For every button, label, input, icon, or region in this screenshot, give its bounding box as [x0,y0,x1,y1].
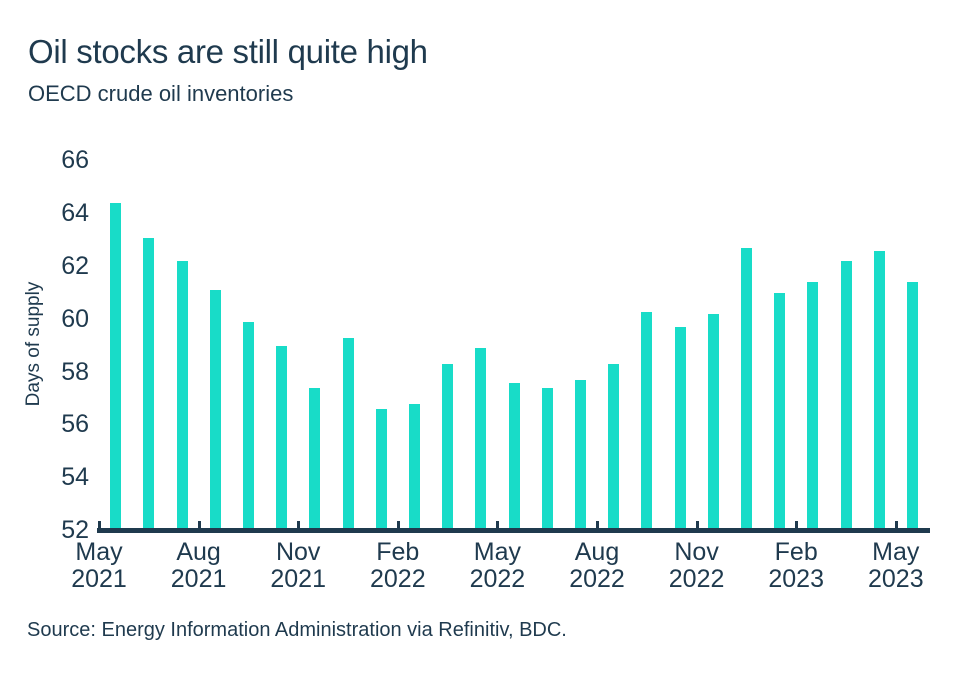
x-tick-mark [98,521,101,528]
bar-dec-2022 [740,248,752,528]
bar-may-2021 [110,203,122,528]
x-tick-mark [894,521,898,528]
bar-jul-2022 [574,380,586,528]
x-tick-label-may-2023: May 2023 [867,538,924,593]
y-tick-label: 52 [61,516,89,544]
bar-jul-2021 [176,261,188,528]
source-note: Source: Energy Information Administratio… [27,619,567,641]
x-axis-line [97,528,930,533]
x-tick-mark [297,521,301,528]
x-tick-mark [596,521,599,528]
x-tick-label-aug-2022: Aug 2022 [569,538,625,593]
bar-oct-2022 [674,327,686,528]
bar-jun-2021 [143,237,155,528]
chart-subtitle: OECD crude oil inventories [28,81,294,106]
bar-jan-2022 [375,409,387,528]
chart-title: Oil stocks are still quite high [28,33,428,70]
x-tick-mark [396,521,400,528]
bar-aug-2021 [209,290,221,528]
bar-jan-2023 [774,293,786,528]
bar-jun-2022 [541,388,553,528]
x-tick-mark [197,521,201,528]
bar-feb-2022 [408,403,420,528]
bar-may-2023 [906,282,918,528]
bar-sep-2021 [242,322,254,528]
x-tick-label-nov-2022: Nov 2022 [668,538,725,593]
x-tick-mark [695,521,699,528]
x-tick-label-nov-2021: Nov 2021 [270,538,326,593]
y-tick-label: 64 [61,199,89,228]
x-tick-label-aug-2021: Aug 2021 [170,538,227,593]
y-tick-label: 62 [61,252,89,280]
bar-feb-2023 [807,282,819,528]
bar-apr-2023 [873,250,885,528]
x-tick-mark [795,521,799,528]
bar-aug-2022 [608,364,620,528]
x-tick-label-feb-2022: Feb 2022 [369,538,426,593]
x-tick-label-may-2022: May 2022 [469,538,526,593]
x-tick-label-feb-2023: Feb 2023 [768,538,824,593]
bar-nov-2022 [707,314,719,528]
y-tick-label: 54 [61,463,89,492]
x-tick-mark [496,521,500,528]
y-tick-label: 56 [61,410,89,439]
bar-apr-2022 [475,348,487,528]
x-tick-label-may-2021: May 2021 [71,538,127,593]
y-axis-title: Days of supply [23,281,44,407]
y-tick-label: 58 [61,357,89,386]
bar-mar-2022 [442,364,454,528]
bar-sep-2022 [641,311,653,528]
bar-dec-2021 [342,337,354,528]
y-tick-label: 60 [61,304,89,333]
y-tick-label: 66 [61,146,89,175]
bar-nov-2021 [309,388,321,528]
bar-may-2022 [508,382,520,528]
bar-mar-2023 [840,261,852,528]
bar-oct-2021 [276,345,288,528]
